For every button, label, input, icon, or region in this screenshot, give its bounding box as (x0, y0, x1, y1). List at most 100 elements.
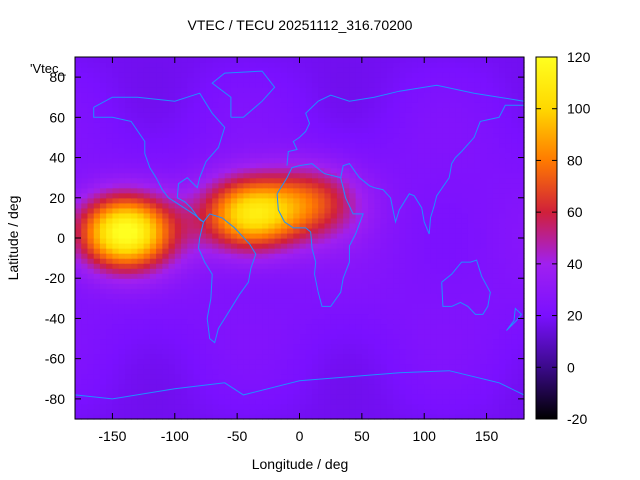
heatmap-cell (81, 107, 89, 113)
heatmap-cell (349, 253, 357, 259)
heatmap-cell (417, 102, 425, 108)
heatmap-cell (243, 388, 251, 395)
heatmap-cell (455, 197, 463, 204)
heatmap-cell (355, 192, 363, 199)
heatmap-cell (118, 378, 126, 385)
heatmap-cell (311, 77, 319, 83)
heatmap-cell (355, 293, 363, 299)
heatmap-cell (361, 278, 369, 284)
heatmap-cell (237, 293, 244, 299)
heatmap-cell (442, 177, 450, 184)
heatmap-cell (243, 393, 251, 400)
heatmap-cell (505, 243, 513, 249)
heatmap-cell (505, 378, 513, 385)
heatmap-cell (168, 102, 176, 108)
heatmap-cell (212, 157, 220, 164)
heatmap-cell (149, 122, 157, 128)
heatmap-cell (374, 238, 382, 244)
heatmap-cell (137, 112, 145, 118)
heatmap-cell (106, 107, 114, 113)
heatmap-cell (274, 333, 282, 340)
heatmap-cell (174, 328, 182, 335)
heatmap-cell (274, 107, 282, 113)
heatmap-cell (280, 162, 288, 169)
heatmap-cell (230, 373, 238, 380)
heatmap-cell (305, 217, 313, 224)
heatmap-cell (511, 333, 519, 340)
heatmap-cell (380, 142, 388, 149)
heatmap-cell (343, 232, 350, 239)
heatmap-cell (424, 288, 432, 294)
heatmap-cell (280, 283, 288, 289)
heatmap-cell (149, 67, 157, 73)
heatmap-cell (343, 393, 350, 400)
heatmap-cell (274, 363, 282, 370)
heatmap-cell (75, 147, 82, 154)
heatmap-cell (193, 333, 201, 340)
heatmap-cell (411, 358, 419, 365)
heatmap-cell (499, 343, 506, 350)
heatmap-cell (511, 207, 519, 214)
heatmap-cell (336, 373, 344, 380)
heatmap-cell (280, 82, 288, 88)
heatmap-cell (467, 243, 475, 249)
heatmap-cell (492, 323, 500, 330)
heatmap-cell (424, 308, 432, 315)
heatmap-cell (349, 132, 357, 139)
heatmap-cell (124, 273, 132, 279)
heatmap-cell (349, 353, 357, 360)
heatmap-cell (174, 273, 182, 279)
heatmap-cell (305, 363, 313, 370)
heatmap-cell (349, 313, 357, 320)
heatmap-cell (486, 243, 494, 249)
heatmap-cell (343, 398, 350, 405)
heatmap-cell (355, 358, 363, 365)
heatmap-cell (205, 308, 213, 315)
heatmap-cell (517, 353, 525, 360)
heatmap-cell (137, 373, 145, 380)
heatmap-cell (162, 243, 170, 249)
heatmap-cell (380, 202, 388, 209)
heatmap-cell (75, 227, 82, 234)
heatmap-cell (131, 363, 138, 370)
heatmap-cell (262, 243, 269, 249)
heatmap-cell (436, 293, 444, 299)
heatmap-cell (212, 408, 220, 415)
heatmap-cell (205, 408, 213, 415)
heatmap-cell (124, 147, 132, 154)
heatmap-cell (430, 197, 438, 204)
heatmap-cell (349, 278, 357, 284)
heatmap-cell (499, 222, 506, 229)
heatmap-cell (449, 238, 457, 244)
heatmap-cell (499, 197, 506, 204)
heatmap-cell (255, 303, 263, 309)
heatmap-cell (199, 343, 207, 350)
heatmap-cell (436, 273, 444, 279)
heatmap-cell (436, 92, 444, 98)
heatmap-cell (87, 288, 95, 294)
heatmap-cell (149, 383, 157, 390)
heatmap-cell (417, 358, 425, 365)
heatmap-cell (349, 283, 357, 289)
heatmap-cell (230, 147, 238, 154)
heatmap-cell (436, 413, 444, 420)
heatmap-cell (424, 248, 432, 254)
heatmap-cell (411, 137, 419, 144)
heatmap-cell (199, 167, 207, 174)
heatmap-cell (517, 388, 525, 395)
heatmap-cell (87, 142, 95, 149)
heatmap-cell (349, 268, 357, 274)
heatmap-cell (455, 202, 463, 209)
heatmap-cell (81, 82, 89, 88)
heatmap-cell (274, 348, 282, 355)
heatmap-cell (405, 232, 413, 239)
heatmap-cell (386, 112, 394, 118)
heatmap-cell (368, 323, 375, 330)
heatmap-cell (156, 102, 163, 108)
heatmap-cell (486, 112, 494, 118)
heatmap-cell (505, 157, 513, 164)
heatmap-cell (399, 107, 407, 113)
heatmap-cell (143, 383, 151, 390)
heatmap-cell (75, 152, 82, 159)
heatmap-cell (162, 283, 170, 289)
